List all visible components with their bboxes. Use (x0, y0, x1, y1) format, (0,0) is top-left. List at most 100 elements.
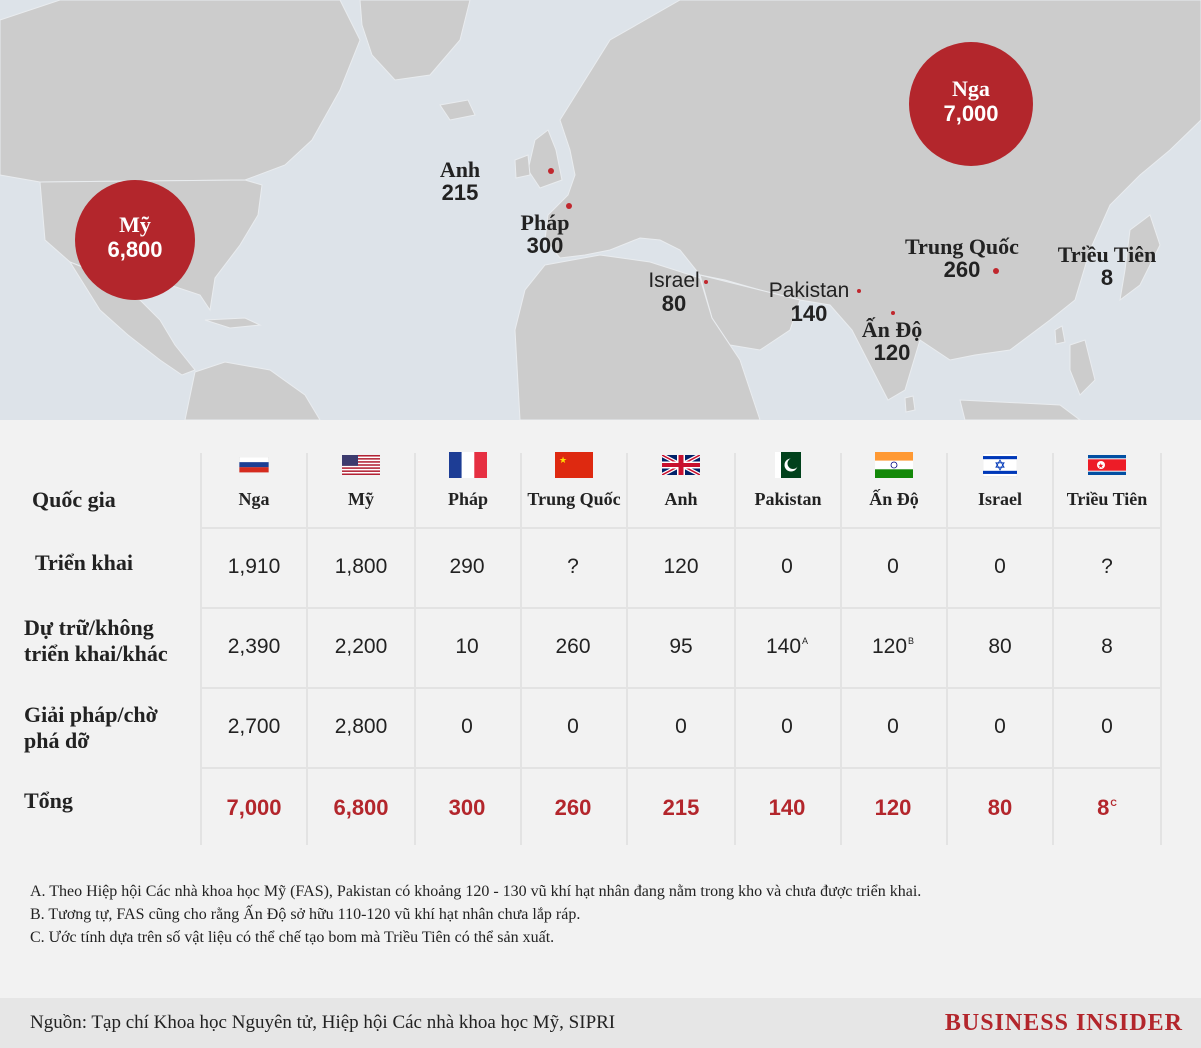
table-cell: 8 (1054, 635, 1160, 659)
cell-value: 0 (887, 715, 899, 738)
russia-name: Nga (952, 76, 990, 101)
col-divider-9 (1052, 453, 1054, 845)
pakistan-flag-icon (775, 452, 801, 478)
russia-bubble-label: Nga 7,000 (921, 76, 1021, 127)
cell-value: 2,200 (334, 635, 388, 658)
cell-value: 2,800 (334, 715, 388, 738)
world-map: Mỹ 6,800 Nga 7,000 Anh 215 Pháp 300 Isra… (0, 0, 1201, 420)
col-divider-7 (840, 453, 842, 845)
nkorea-name: Triều Tiên (1057, 242, 1157, 267)
uk-value: 215 (441, 180, 479, 206)
country-col-russia: Nga (201, 452, 307, 528)
country-name-usa: Mỹ (348, 489, 374, 509)
china-flag-icon: ★ (555, 452, 593, 478)
source-text: Nguồn: Tạp chí Khoa học Nguyên tử, Hiệp … (30, 1012, 616, 1033)
cell-value: 1,910 (227, 555, 281, 578)
table-cell: 1,910 (201, 555, 307, 579)
country-col-nkorea: ★ Triều Tiên (1053, 452, 1161, 528)
country-name-israel: Israel (978, 489, 1022, 509)
table-cell: 120B (840, 635, 946, 659)
footer-bar (0, 998, 1201, 1048)
cell-value: 80 (987, 795, 1013, 820)
usa-bubble-label: Mỹ 6,800 (85, 212, 185, 263)
usa-bubble (75, 180, 195, 300)
table-cell: 120 (628, 555, 734, 579)
canada-shape (0, 0, 361, 183)
cell-value: 120 (874, 795, 912, 820)
table-cell: 290 (414, 555, 520, 579)
table-cell: 140 (734, 795, 840, 821)
country-col-china: ★ Trung Quốc (521, 452, 627, 528)
israel-name: Israel (648, 269, 700, 292)
russia-flag-icon (239, 457, 269, 473)
table-cell: 2,700 (201, 715, 307, 739)
uk-map-label: Anh 215 (420, 158, 500, 204)
table-cell: 260 (520, 635, 626, 659)
table-cell: ? (1054, 555, 1160, 579)
table-cell: 0 (947, 555, 1053, 579)
row-label-reserve-line2: triển khai/khác (24, 641, 168, 667)
uk-flag-icon (662, 455, 700, 475)
map-land-shapes (0, 0, 1201, 420)
cell-value: 0 (994, 715, 1006, 738)
country-col-usa: Mỹ (307, 452, 415, 528)
row-label-reserve: Dự trữ/không triển khai/khác (24, 615, 168, 668)
uk-shape (527, 129, 563, 189)
table-cell: 0 (1054, 715, 1160, 739)
footnotes: A. Theo Hiệp hội Các nhà khoa học Mỹ (FA… (30, 880, 921, 949)
cell-value: 0 (887, 555, 899, 578)
col-divider-5 (626, 453, 628, 845)
row-label-reserve-line1: Dự trữ/không (24, 615, 154, 640)
france-flag-icon (449, 452, 487, 478)
pakistan-map-label: Pakistan 140 (754, 279, 864, 327)
cell-value: 290 (449, 555, 485, 578)
row-label-retired: Giải pháp/chờ phá dỡ (24, 702, 158, 755)
table-cell: 1,800 (308, 555, 414, 579)
table-cell: 0 (414, 715, 520, 739)
cell-footnote-mark: A (802, 636, 809, 646)
france-name: Pháp (520, 210, 570, 235)
iceland-shape (439, 99, 476, 121)
table-cell: 0 (520, 715, 626, 739)
country-name-pakistan: Pakistan (754, 489, 822, 509)
cell-value: 10 (455, 635, 479, 658)
table-divider-1 (200, 527, 1161, 529)
row-label-retired-line1: Giải pháp/chờ (24, 702, 158, 727)
sri-lanka-shape (904, 395, 916, 413)
country-name-france: Pháp (447, 489, 489, 509)
col-divider-8 (946, 453, 948, 845)
table-cell: 120 (840, 795, 946, 821)
footnote-b: B. Tương tự, FAS cũng cho rằng Ấn Độ sở … (30, 906, 581, 923)
cuba-shape (204, 317, 262, 329)
row-label-deployed-line: Triển khai (35, 550, 134, 575)
col-divider-1 (200, 453, 202, 845)
table-divider-4 (200, 767, 1161, 769)
country-name-nkorea: Triều Tiên (1066, 489, 1148, 509)
india-map-label: Ấn Độ 120 (842, 318, 942, 364)
col-divider-4 (520, 453, 522, 845)
cell-value: 120 (663, 555, 699, 578)
col-divider-2 (306, 453, 308, 845)
svg-text:★: ★ (1098, 462, 1104, 470)
indonesia-shape (959, 399, 1081, 420)
location-dots (548, 168, 999, 315)
cell-value: 95 (669, 635, 693, 658)
eurasia-shape (544, 0, 1201, 401)
table-cell: 80 (947, 795, 1053, 821)
cell-value: 2,700 (227, 715, 281, 738)
cell-value: 260 (555, 635, 591, 658)
china-dot (993, 268, 999, 274)
table-cell: 260 (520, 795, 626, 821)
usa-flag-icon (342, 455, 380, 475)
table-cell: 0 (734, 555, 840, 579)
business-insider-logo: BUSINESS INSIDER (944, 1010, 1183, 1036)
table-divider-3 (200, 687, 1161, 689)
cell-value: 0 (675, 715, 687, 738)
cell-value: 7,000 (226, 795, 282, 820)
table-cell: 215 (628, 795, 734, 821)
pakistan-value: 140 (790, 301, 828, 327)
russia-bubble (909, 42, 1033, 166)
israel-flag-icon (983, 453, 1017, 477)
cell-value: 0 (1101, 715, 1113, 738)
country-col-france: Pháp (415, 452, 521, 528)
